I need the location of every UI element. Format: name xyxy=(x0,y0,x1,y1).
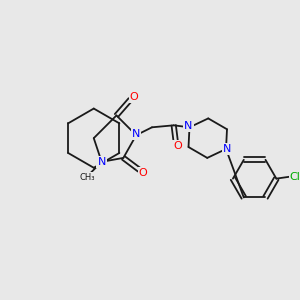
Text: N: N xyxy=(223,144,231,154)
Text: N: N xyxy=(184,121,193,131)
Text: N: N xyxy=(98,157,106,167)
Text: Cl: Cl xyxy=(290,172,300,182)
Text: N: N xyxy=(132,129,140,139)
Text: O: O xyxy=(173,141,182,151)
Text: O: O xyxy=(139,168,148,178)
Text: O: O xyxy=(130,92,139,102)
Text: CH₃: CH₃ xyxy=(79,173,94,182)
